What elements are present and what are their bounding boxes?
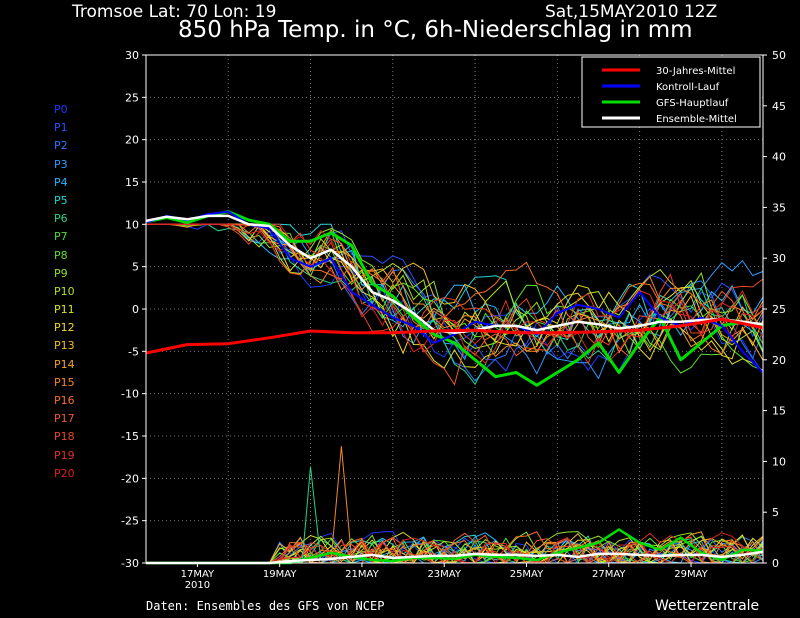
data-source-note: Daten: Ensembles des GFS von NCEP (146, 599, 385, 613)
x-axis-dates: 17MAY 19MAY 21MAY 23MAY 25MAY 27MAY 29MAY 2010 (181, 563, 709, 591)
y2-tick-label: 25 (772, 303, 786, 316)
x-tick-year-label: 2010 (185, 580, 210, 591)
x-tick-label: 21MAY (345, 569, 379, 580)
y-axis-temperature: 30 25 20 15 10 5 0 -5 -10 -15 -20 -25 -30 (121, 49, 146, 570)
member-label: P10 (54, 284, 75, 298)
series-line-ensemble-mittel (145, 214, 764, 334)
member-label: P2 (54, 139, 68, 153)
member-label: P12 (54, 321, 75, 335)
member-label: P0 (54, 103, 68, 116)
chart-grid (146, 55, 763, 563)
y-tick-label: 20 (125, 134, 139, 147)
legend-entry-label: GFS-Hauptlauf (656, 98, 729, 109)
member-label: P3 (54, 157, 68, 171)
y2-tick-label: 30 (772, 252, 786, 265)
y-tick-label: -20 (121, 472, 139, 485)
run-timestamp: Sat,15MAY2010 12Z (545, 2, 718, 22)
y2-tick-label: 10 (772, 455, 786, 468)
member-temp-line (146, 223, 764, 372)
member-label: P17 (54, 412, 75, 426)
y-tick-label: 30 (125, 49, 139, 62)
y-tick-label: 0 (132, 303, 139, 316)
member-label: P11 (54, 303, 75, 317)
precip-spike-line (301, 466, 322, 561)
member-label: P19 (54, 448, 75, 462)
y-tick-label: 10 (125, 218, 139, 231)
member-label: P20 (54, 466, 75, 480)
member-temp-line (146, 223, 764, 372)
chart-legend: 30-Jahres-Mittel Kontroll-Lauf GFS-Hauptla… (581, 56, 761, 128)
member-label: P16 (54, 394, 75, 407)
member-temp-line (146, 223, 764, 355)
x-tick-label: 27MAY (592, 569, 626, 580)
member-temp-line (146, 223, 764, 371)
y-tick-label: -10 (121, 388, 139, 401)
y-tick-label: -15 (121, 430, 139, 443)
station-label: Tromsoe Lat: 70 Lon: 19 (72, 2, 277, 22)
y2-tick-label: 5 (772, 506, 779, 519)
y2-tick-label: 50 (772, 49, 786, 62)
x-tick-label: 29MAY (674, 569, 708, 580)
y-tick-label: 25 (125, 91, 139, 104)
x-tick-label: 19MAY (263, 569, 297, 580)
y2-tick-label: 20 (772, 354, 786, 367)
member-temp-line (146, 223, 764, 365)
member-label: P9 (54, 266, 68, 280)
member-label: P15 (54, 375, 75, 389)
chart-title: 850 hPa Temp. in °C, 6h-Niederschlag in … (178, 17, 693, 43)
member-label: P18 (54, 430, 75, 444)
precip-spike-line (330, 446, 353, 561)
member-label: P4 (54, 175, 68, 189)
member-label: P5 (54, 193, 68, 207)
y-tick-label: 15 (125, 176, 139, 189)
y-tick-label: -25 (121, 515, 139, 528)
y2-tick-label: 45 (772, 100, 786, 113)
y2-tick-label: 0 (772, 557, 779, 570)
series-line-kontroll-lauf (145, 210, 764, 374)
member-label: P8 (54, 248, 68, 262)
x-tick-label: 17MAY (181, 569, 215, 580)
member-label: P6 (54, 212, 68, 226)
member-temp-line (146, 223, 764, 364)
member-label: P14 (54, 357, 75, 371)
y-tick-label: -5 (128, 345, 139, 358)
y-tick-label: -30 (121, 557, 139, 570)
ensemble-member-list: P0 P1 P2 P3 P4 P5 P6 P7 P8 P9 P10 P11 P12 P13 P14 P15 P1… (54, 101, 75, 483)
x-tick-label: 23MAY (427, 569, 461, 580)
legend-entry-label: Ensemble-Mittel (656, 114, 737, 125)
member-label: P1 (54, 121, 68, 135)
y-tick-label: 5 (132, 261, 139, 274)
member-label: P13 (54, 339, 75, 353)
x-tick-label: 25MAY (510, 569, 544, 580)
legend-entry-label: 30-Jahres-Mittel (656, 66, 735, 77)
main-series-lines (145, 210, 764, 565)
member-label: P7 (54, 230, 68, 244)
y2-tick-label: 15 (772, 405, 786, 418)
legend-entry-label: Kontroll-Lauf (656, 82, 720, 93)
series-line-30-jahres-mittel (145, 317, 764, 355)
brand-label: Wetterzentrale (655, 598, 760, 614)
y2-tick-label: 35 (772, 201, 786, 214)
y2-tick-label: 40 (772, 151, 786, 164)
